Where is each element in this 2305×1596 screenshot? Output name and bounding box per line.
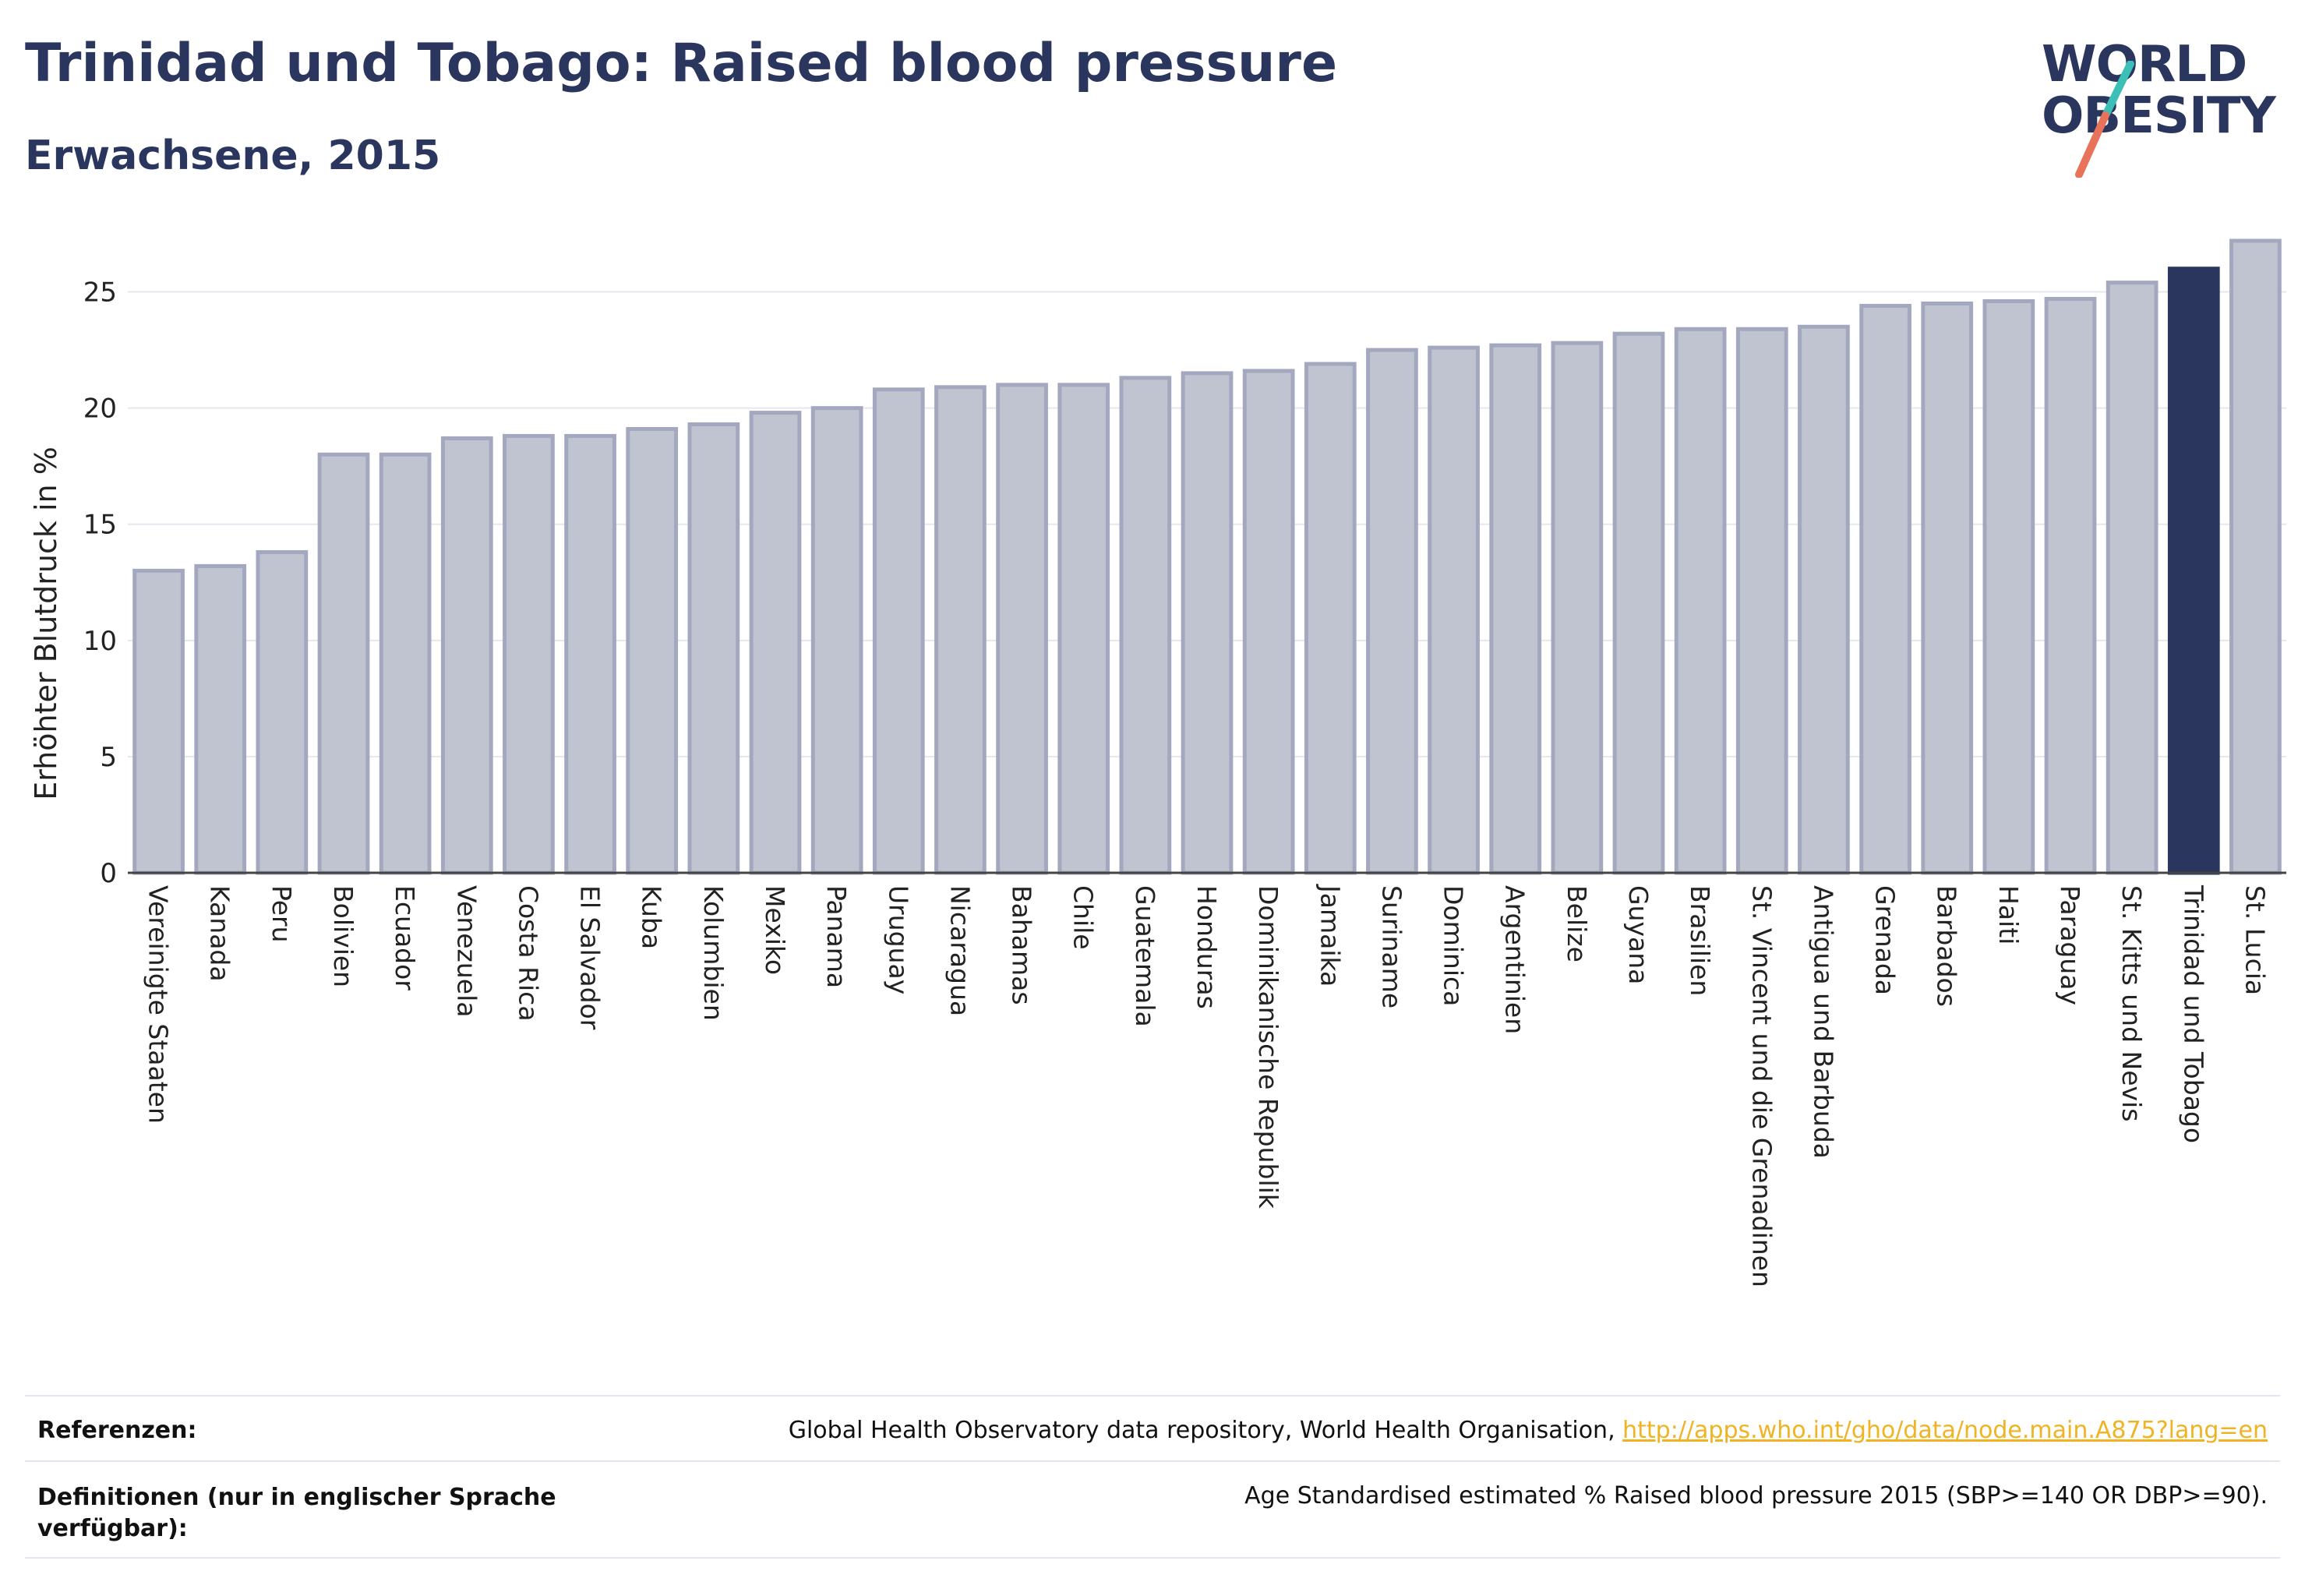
bar-panama	[810, 406, 863, 875]
bar-kanada	[194, 563, 247, 875]
chart-subtitle: Erwachsene, 2015	[25, 132, 441, 179]
bar-antigua-und-barbuda	[1798, 324, 1850, 875]
x-tick-label: Chile	[1068, 885, 1099, 950]
bar-dominica	[1428, 345, 1480, 875]
bar-bolivien	[317, 452, 370, 875]
logo-slash-icon	[2075, 61, 2134, 178]
bar-grenada	[1859, 303, 1911, 875]
bar-haiti	[1982, 298, 2035, 875]
bar-barbados	[1921, 301, 1974, 875]
bar-kolumbien	[687, 422, 740, 875]
footer-divider-top	[25, 1395, 2280, 1396]
bar-suriname	[1366, 348, 1418, 875]
x-tick-label: Dominikanische Republik	[1253, 885, 1283, 1209]
world-obesity-logo: WORLD OBESITY	[2026, 36, 2291, 178]
x-tick-label: Nicaragua	[944, 885, 975, 1016]
x-tick-label: Barbados	[1932, 885, 1962, 1007]
x-tick-label: Venezuela	[451, 885, 482, 1017]
x-tick-label: Antigua und Barbuda	[1808, 885, 1838, 1159]
definitions-value: Age Standardised estimated % Raised bloo…	[1244, 1482, 2268, 1509]
bar-honduras	[1181, 371, 1234, 875]
logo-line-1: WORLD	[2042, 36, 2247, 94]
bar-chart: 0 5 10 15 20 25 Vereinigte Staaten Kanada Peru Bo…	[29, 238, 2286, 1287]
bar-ecuador	[379, 452, 432, 875]
x-tick-label: Trinidad und Tobago	[2178, 885, 2208, 1143]
footer-divider-mid	[25, 1460, 2280, 1462]
bar-mexiko	[749, 411, 802, 875]
x-tick-label: Kolumbien	[698, 885, 729, 1021]
x-tick-label: Ecuador	[390, 885, 420, 990]
x-tick-label: Guatemala	[1130, 885, 1160, 1027]
x-tick-label: Bahamas	[1007, 885, 1037, 1005]
y-axis-title: Erhöhter Blutdruck in %	[29, 447, 63, 800]
references-value: Global Health Observatory data repositor…	[789, 1417, 2268, 1444]
bar-st-kitts-und-nevis	[2106, 281, 2159, 875]
footer-definitions: Definitionen (nur in englischer Sprache …	[25, 1478, 2280, 1563]
x-tick-label: Grenada	[1870, 885, 1901, 995]
x-tick-label: Kuba	[637, 885, 667, 949]
x-tick-label: Vereinigte Staaten	[143, 885, 174, 1124]
bar-guyana	[1612, 331, 1665, 875]
references-label: Referenzen:	[37, 1417, 197, 1444]
x-tick-label: Costa Rica	[513, 885, 543, 1022]
footer-divider-bottom	[25, 1557, 2280, 1559]
bar-costa-rica	[503, 433, 555, 875]
bar-el-salvador	[564, 433, 616, 875]
bar-bahamas	[996, 383, 1048, 875]
x-tick-label: Jamaika	[1315, 884, 1345, 987]
bar-st-lucia	[2229, 238, 2282, 875]
chart-title: Trinidad und Tobago: Raised blood pressu…	[25, 33, 1338, 94]
bar-jamaika	[1304, 362, 1357, 875]
bars	[132, 238, 2282, 875]
x-tick-label: Brasilien	[1685, 885, 1715, 996]
x-tick-label: St. Vincent und die Grenadinen	[1746, 885, 1777, 1287]
x-tick-label: Kanada	[205, 885, 235, 982]
x-tick-label: Panama	[821, 885, 852, 988]
x-tick-label: Guyana	[1623, 885, 1654, 984]
bar-nicaragua	[934, 385, 987, 875]
bar-st-vincent-und-die-grenadinen	[1735, 327, 1788, 875]
bar-kuba	[626, 426, 679, 875]
bar-peru	[256, 550, 309, 875]
x-tick-label: Bolivien	[328, 885, 358, 987]
y-tick-label: 20	[83, 394, 117, 425]
y-tick-label: 0	[100, 858, 117, 889]
bar-belize	[1551, 341, 1604, 875]
x-tick-label: St. Lucia	[2240, 885, 2270, 995]
references-text: Global Health Observatory data repositor…	[788, 1417, 1623, 1444]
y-tick-label: 5	[100, 742, 117, 773]
x-tick-label: Honduras	[1191, 885, 1222, 1009]
footer-references: Referenzen: Global Health Observatory da…	[25, 1412, 2280, 1459]
x-tick-label: Uruguay	[883, 885, 913, 994]
bar-chile	[1057, 383, 1110, 875]
x-tick-label: Peru	[267, 885, 297, 943]
bar-guatemala	[1119, 376, 1172, 875]
definitions-label: Definitionen (nur in englischer Sprache …	[37, 1484, 556, 1542]
logo-line-2: OBESITY	[2042, 87, 2276, 145]
x-tick-label: Suriname	[1376, 885, 1407, 1008]
bar-trinidad-und-tobago	[2167, 267, 2220, 875]
x-tick-label: Dominica	[1438, 885, 1469, 1006]
x-tick-label: Belize	[1562, 885, 1592, 962]
y-tick-label: 10	[83, 626, 117, 657]
bar-vereinigte-staaten	[132, 568, 185, 875]
x-tick-label: Paraguay	[2055, 885, 2085, 1005]
references-link[interactable]: http://apps.who.int/gho/data/node.main.A…	[1622, 1417, 2268, 1444]
bar-uruguay	[872, 387, 925, 875]
bar-brasilien	[1674, 327, 1727, 875]
x-tick-label: Haiti	[1993, 885, 2024, 945]
axes: 0 5 10 15 20 25 Vereinigte Staaten Kanada Peru Bo…	[83, 277, 2286, 1287]
x-tick-label: El Salvador	[575, 885, 605, 1030]
bar-dominikanische-republik	[1242, 369, 1295, 875]
x-tick-label: Argentinien	[1500, 885, 1530, 1034]
bar-argentinien	[1489, 343, 1542, 875]
x-tick-label: St. Kitts und Nevis	[2116, 885, 2147, 1121]
y-tick-label: 15	[83, 510, 117, 541]
bar-paraguay	[2044, 296, 2097, 875]
y-tick-label: 25	[83, 277, 117, 309]
bar-venezuela	[440, 436, 493, 875]
x-tick-label: Mexiko	[760, 885, 790, 975]
